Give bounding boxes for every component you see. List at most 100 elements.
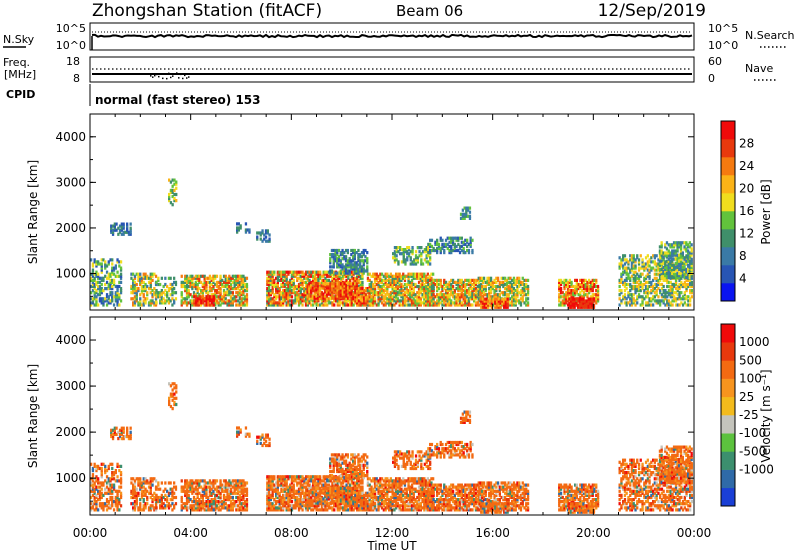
power-cell bbox=[338, 286, 341, 290]
power-cell bbox=[322, 282, 325, 286]
power-cell bbox=[107, 297, 110, 301]
power-cell bbox=[95, 262, 98, 266]
power-cell bbox=[215, 301, 219, 305]
power-cell bbox=[421, 280, 424, 284]
freq-right-tick-bottom: 0 bbox=[708, 72, 715, 85]
power-cell bbox=[363, 291, 366, 295]
power-cell bbox=[439, 284, 442, 289]
power-cell bbox=[140, 284, 144, 289]
power-cell bbox=[219, 295, 222, 299]
power-cell bbox=[455, 297, 458, 301]
power-cell bbox=[372, 303, 375, 307]
power-cell bbox=[502, 282, 505, 287]
power-cell bbox=[652, 284, 655, 289]
power-cell bbox=[688, 263, 691, 267]
velocity-cell bbox=[107, 487, 110, 491]
power-cell bbox=[389, 272, 392, 276]
power-cell bbox=[579, 282, 582, 287]
power-cell bbox=[662, 289, 665, 293]
power-cell bbox=[652, 254, 655, 258]
power-cell bbox=[389, 278, 392, 282]
power-cell bbox=[429, 248, 432, 253]
velocity-cell bbox=[118, 434, 122, 439]
power-cell bbox=[453, 244, 456, 248]
freq-scatter bbox=[184, 74, 186, 77]
power-cell bbox=[119, 260, 123, 264]
velocity-cell bbox=[137, 483, 140, 487]
power-cell bbox=[229, 287, 233, 291]
power-cell bbox=[511, 289, 514, 293]
power-cell bbox=[363, 297, 366, 301]
power-cell bbox=[219, 276, 222, 280]
power-cell bbox=[191, 303, 194, 307]
power-cell bbox=[356, 276, 359, 280]
power-cell bbox=[678, 284, 681, 289]
velocity-cell bbox=[102, 502, 105, 506]
power-cell bbox=[157, 291, 160, 295]
power-cell bbox=[372, 301, 375, 305]
power-cell bbox=[660, 261, 663, 265]
power-cell bbox=[356, 295, 359, 299]
power-cell bbox=[237, 274, 240, 278]
power-cell bbox=[395, 280, 398, 284]
power-cell bbox=[299, 295, 302, 299]
power-cell bbox=[469, 284, 472, 289]
power-cell bbox=[317, 299, 320, 303]
power-cell bbox=[427, 242, 430, 246]
power-cell bbox=[665, 271, 669, 276]
power-cell bbox=[620, 278, 623, 282]
power-cell bbox=[652, 278, 655, 282]
power-cell bbox=[646, 268, 649, 272]
power-cell bbox=[563, 287, 566, 291]
power-cell bbox=[457, 297, 460, 301]
power-cell bbox=[464, 278, 467, 282]
power-cell bbox=[627, 293, 630, 297]
velocity-cell bbox=[155, 495, 158, 500]
power-cell bbox=[329, 274, 332, 278]
power-cell bbox=[416, 301, 419, 305]
power-cell bbox=[273, 284, 276, 289]
velocity-cell bbox=[126, 434, 129, 439]
power-cell bbox=[93, 303, 96, 307]
power-cell bbox=[398, 280, 401, 284]
power-cell bbox=[581, 295, 584, 299]
power-cell bbox=[409, 274, 412, 278]
power-cell bbox=[516, 293, 519, 297]
power-cell bbox=[347, 276, 350, 280]
power-cell bbox=[630, 295, 634, 299]
power-cell bbox=[294, 272, 297, 276]
velocity-cell bbox=[114, 500, 117, 504]
power-cell bbox=[500, 280, 503, 284]
power-cell bbox=[180, 301, 183, 305]
power-cell bbox=[297, 272, 301, 276]
power-cell bbox=[315, 290, 318, 294]
velocity-cell bbox=[139, 485, 142, 489]
power-cell bbox=[460, 278, 463, 282]
power-cell bbox=[625, 258, 628, 262]
power-cell bbox=[198, 295, 201, 299]
power-cell bbox=[91, 289, 95, 293]
power-cell bbox=[332, 263, 335, 267]
power-cell bbox=[289, 289, 292, 293]
power-cell bbox=[157, 293, 160, 297]
power-cell bbox=[235, 287, 238, 291]
power-cell bbox=[620, 289, 623, 293]
power-cell bbox=[324, 294, 327, 298]
velocity-cell bbox=[124, 434, 127, 439]
velocity-cell bbox=[110, 428, 113, 432]
power-cell bbox=[648, 284, 651, 289]
power-cell bbox=[393, 303, 396, 307]
power-cell bbox=[687, 245, 690, 249]
power-cell bbox=[411, 248, 414, 252]
power-cell bbox=[674, 274, 677, 278]
power-cell bbox=[301, 293, 304, 297]
power-cell bbox=[643, 262, 646, 266]
power-cell bbox=[511, 287, 514, 291]
power-cell bbox=[491, 280, 494, 284]
power-cell bbox=[466, 282, 469, 287]
power-cell bbox=[160, 295, 163, 299]
power-cell bbox=[386, 272, 389, 276]
power-cell bbox=[414, 295, 417, 299]
power-cell bbox=[584, 303, 587, 307]
power-cell bbox=[237, 282, 240, 287]
